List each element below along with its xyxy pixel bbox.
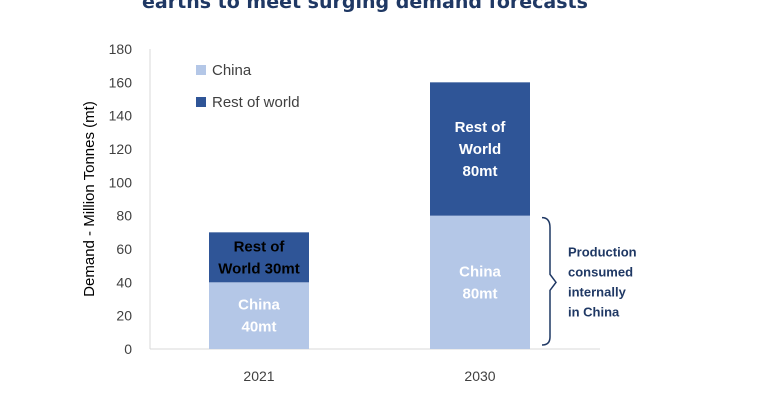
y-tick-label: 0 [124,341,132,357]
y-tick-label: 40 [116,274,132,290]
annotation-bracket [541,216,557,346]
annotation-text: consumed [568,264,633,279]
y-tick-label: 20 [116,308,132,324]
annotation-text: internally [568,284,627,299]
y-tick-label: 180 [109,41,133,57]
bar-data-label: 80mt [462,163,497,180]
bar-china-2030 [430,215,530,349]
y-axis-label: Demand - Million Tonnes (mt) [81,101,98,297]
bar-data-label: China [459,263,501,280]
bar-data-label: World 30mt [218,260,299,277]
y-tick-label: 120 [109,141,133,157]
bar-data-label: China [238,297,280,314]
x-tick-label: 2021 [243,368,274,384]
bar-data-label: Rest of [234,238,286,255]
bar-rest-of-world-2021 [209,232,309,283]
bar-data-label: World [459,141,501,158]
bar-rest-of-world-2030 [430,82,530,216]
bar-data-label: Rest of [455,119,507,136]
y-tick-label: 80 [116,208,132,224]
chart-title: earths to meet surging demand forecasts [142,0,588,13]
annotation-text: Production [568,244,637,259]
legend-swatch [196,65,206,75]
y-tick-label: 60 [116,241,132,257]
y-tick-label: 160 [109,74,133,90]
bar-data-label: 80mt [462,285,497,302]
legend-label: Rest of world [212,94,300,111]
y-tick-label: 140 [109,108,133,124]
legend-swatch [196,97,206,107]
annotation-text: in China [568,304,620,319]
x-tick-label: 2030 [464,368,495,384]
bar-data-label: 40mt [241,319,276,336]
bar-china-2021 [209,282,309,349]
legend-label: China [212,62,252,79]
y-tick-label: 100 [109,174,133,190]
